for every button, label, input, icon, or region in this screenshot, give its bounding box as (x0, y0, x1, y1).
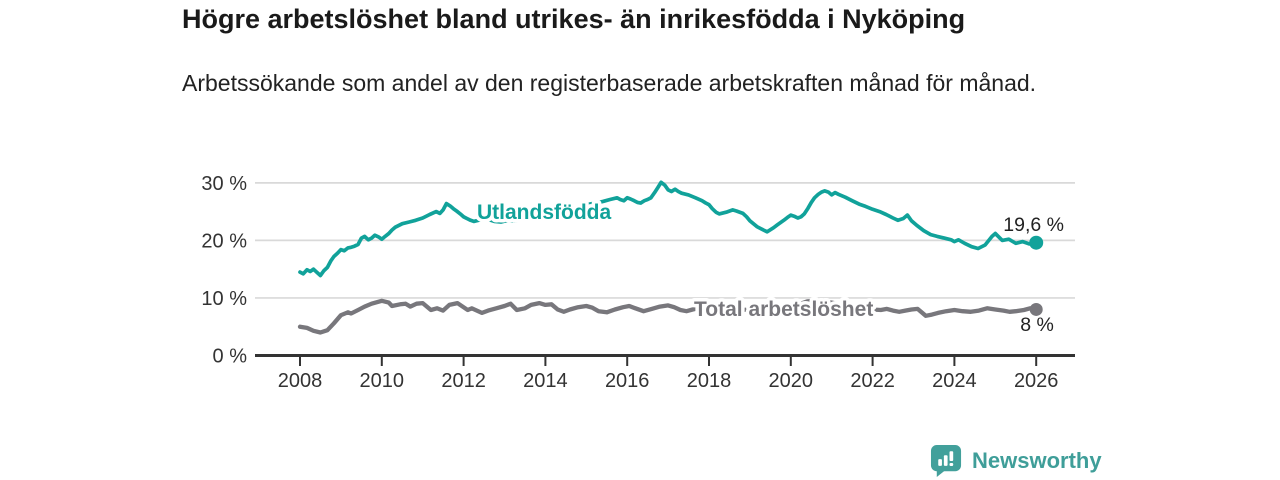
newsworthy-logo-link[interactable]: Newsworthy (930, 443, 1102, 479)
y-axis-label-20: 20 % (201, 230, 247, 252)
y-axis-label-30: 30 % (201, 173, 247, 195)
series-line-total-arbetsloshet (297, 298, 1039, 335)
x-axis-label-2018: 2018 (687, 370, 732, 392)
x-axis-label-2024: 2024 (932, 370, 977, 392)
x-axis-label-2026: 2026 (1014, 370, 1059, 392)
series-end-value-utlandsfodda: 19,6 % (1003, 214, 1064, 236)
y-axis-label-10: 10 % (201, 288, 247, 310)
logo-exclamation-dot (949, 462, 954, 466)
series-end-value-total-arbetsloshet: 8 % (1020, 314, 1054, 336)
series-end-dot-total-arbetsloshet (1029, 302, 1043, 316)
series-label-utlandsfodda: Utlandsfödda (477, 201, 611, 224)
series-line-utlandsfodda (298, 180, 1039, 278)
x-axis-label-2022: 2022 (850, 370, 895, 392)
logo-bar-tall (943, 454, 948, 466)
newsworthy-logo-icon (930, 444, 962, 477)
x-axis-label-2012: 2012 (441, 370, 486, 392)
x-axis-label-2016: 2016 (605, 370, 650, 392)
x-axis-label-2010: 2010 (360, 370, 405, 392)
logo-bar-short (938, 458, 942, 466)
y-axis-label-0: 0 % (213, 346, 248, 368)
series-end-dot-utlandsfodda (1029, 235, 1044, 250)
x-axis-label-2020: 2020 (769, 370, 814, 392)
logo-exclamation-bar (949, 450, 954, 461)
newsworthy-brand-text: Newsworthy (972, 448, 1102, 473)
x-axis-label-2014: 2014 (523, 370, 568, 392)
x-axis-label-2008: 2008 (278, 370, 323, 392)
chart-subtitle: Arbetssökande som andel av den registerb… (182, 70, 1037, 96)
page-title: Högre arbetslöshet bland utrikes- än inr… (182, 4, 966, 34)
series-label-total-arbetsloshet: Total arbetslöshet (694, 298, 873, 321)
